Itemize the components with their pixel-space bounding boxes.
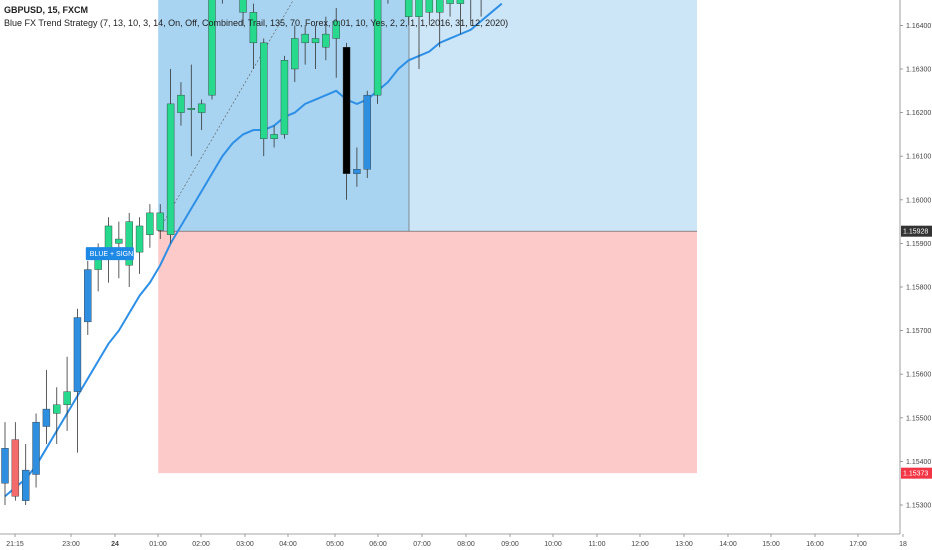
price-label-box: [901, 467, 932, 479]
candle-body: [342, 47, 351, 174]
candle-body: [53, 404, 61, 414]
candle-body: [311, 38, 320, 44]
price-label-text: 1.15928: [903, 229, 928, 236]
price-axis-label: 1.15400: [906, 459, 931, 466]
time-axis-label: 08:00: [457, 541, 475, 548]
candle-body: [1, 448, 9, 484]
loss-zone: [158, 231, 697, 474]
time-axis-label: 14:00: [719, 541, 737, 548]
candle-body: [301, 33, 309, 44]
time-axis-label: 11:00: [589, 541, 606, 548]
candle-body: [373, 0, 382, 96]
candle-body: [73, 317, 82, 392]
time-axis-label: 09:00: [501, 541, 519, 548]
time-axis-label: 13:00: [675, 541, 693, 548]
price-label-text: 1.15373: [903, 471, 928, 478]
candle-body: [187, 108, 196, 110]
candle-body: [42, 408, 51, 427]
candle-body: [436, 0, 444, 13]
candle-body: [404, 0, 413, 17]
strategy-label: Blue FX Trend Strategy (7, 13, 10, 3, 14…: [4, 18, 509, 28]
time-axis-label: 05:00: [326, 541, 344, 548]
candle-body: [156, 212, 164, 231]
candle-body: [332, 20, 340, 39]
price-axis-label: 1.16000: [906, 197, 931, 204]
price-axis-label: 1.16400: [906, 23, 931, 30]
time-axis-label: 03:00: [236, 541, 254, 548]
time-axis-label: 15:00: [762, 541, 780, 548]
time-axis-label: 01:00: [149, 541, 167, 548]
price-axis-label: 1.15300: [906, 503, 931, 510]
candle-body: [115, 238, 123, 244]
candle-body: [291, 38, 299, 70]
time-axis-label: 12:00: [631, 541, 649, 548]
price-axis-label: 1.16200: [906, 110, 931, 117]
price-axis-label: 1.16100: [906, 154, 931, 161]
candle-body: [270, 134, 278, 139]
candle-body: [322, 33, 330, 48]
candle-body: [63, 391, 71, 405]
candle-body: [166, 103, 175, 235]
time-axis-label: 23:00: [62, 541, 80, 548]
price-axis-label: 1.15700: [906, 328, 931, 335]
candle-body: [125, 221, 133, 266]
candle-body: [32, 421, 40, 475]
time-axis-label: 16:00: [806, 541, 824, 548]
time-axis-label: 24: [111, 541, 119, 548]
candle-body: [446, 0, 454, 4]
candle-body: [135, 225, 144, 253]
signal-label-text: BLUE + SIGN: [90, 251, 133, 258]
signal-label-box: [85, 247, 134, 261]
candle-body: [197, 103, 206, 113]
time-axis-label: 10:00: [544, 541, 562, 548]
candle-body: [280, 60, 289, 135]
price-axis-label: 1.15800: [906, 285, 931, 292]
candle-body: [239, 0, 247, 13]
time-axis-label: 07:00: [413, 541, 431, 548]
time-axis-label: 18: [899, 541, 907, 548]
price-label-box: [901, 225, 932, 237]
candle-body: [249, 12, 258, 44]
time-axis-label: 04:00: [279, 541, 297, 548]
candle-body: [146, 212, 154, 235]
candle-body: [415, 0, 423, 17]
price-axis-label: 1.16300: [906, 67, 931, 74]
candle-body: [177, 94, 185, 113]
chart-legend: GBPUSD, 15, FXCM Blue FX Trend Strategy …: [4, 4, 508, 30]
time-axis-label: 02:00: [192, 541, 210, 548]
time-axis-label: 21:15: [6, 541, 24, 548]
price-axis-label: 1.15500: [906, 415, 931, 422]
trade-path-line: [157, 0, 294, 232]
candle-body: [11, 439, 20, 497]
candle-body: [208, 0, 216, 96]
price-axis-label: 1.15600: [906, 372, 931, 379]
candle-body: [84, 269, 92, 323]
symbol-label: GBPUSD, 15, FXCM: [4, 5, 89, 15]
candle-body: [456, 0, 465, 4]
time-axis-label: 06:00: [369, 541, 387, 548]
candle-body: [425, 0, 434, 13]
candle-body: [260, 42, 268, 139]
candle-body: [363, 94, 371, 170]
candle-body: [22, 469, 30, 501]
price-axis-label: 1.15900: [906, 241, 931, 248]
candle-body: [353, 169, 361, 174]
time-axis-label: 17:00: [849, 541, 867, 548]
